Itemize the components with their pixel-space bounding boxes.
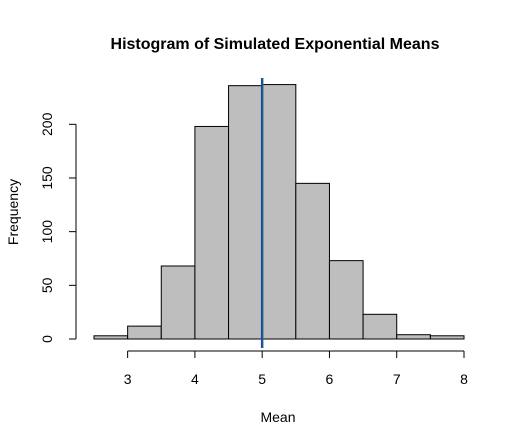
y-axis-label: Frequency <box>5 179 21 245</box>
histogram-bar-2 <box>160 265 196 340</box>
histogram-bar-7 <box>328 260 364 340</box>
x-tick-label-8: 8 <box>460 371 468 387</box>
y-tick-label-100: 100 <box>39 220 55 244</box>
x-axis: 3 4 5 6 7 8 <box>124 350 468 387</box>
y-tick-label-150: 150 <box>39 166 55 190</box>
reference-lines-group <box>260 78 264 348</box>
x-tick-label-7: 7 <box>393 371 401 387</box>
x-tick-label-4: 4 <box>191 371 199 387</box>
histogram-bar-6 <box>295 182 330 340</box>
y-axis: 0 50 100 150 200 <box>39 112 77 343</box>
histogram-bar-9 <box>396 334 431 340</box>
chart-title: Histogram of Simulated Exponential Means <box>111 36 440 53</box>
x-tick-label-3: 3 <box>124 371 132 387</box>
histogram-bar-1 <box>127 325 162 340</box>
y-tick-label-0: 0 <box>39 335 55 343</box>
y-tick-label-200: 200 <box>39 112 55 136</box>
x-axis-label: Mean <box>260 409 295 425</box>
histogram-bar-3 <box>194 125 230 340</box>
histogram-bar-5 <box>261 84 297 340</box>
histogram-bar-0 <box>93 335 129 340</box>
x-tick-label-5: 5 <box>258 371 266 387</box>
y-tick-label-50: 50 <box>39 277 55 293</box>
bars-group <box>93 84 465 340</box>
x-tick-label-6: 6 <box>326 371 334 387</box>
histogram-bar-8 <box>362 313 398 340</box>
histogram-bar-4 <box>228 85 263 340</box>
histogram-bar-10 <box>429 335 465 340</box>
